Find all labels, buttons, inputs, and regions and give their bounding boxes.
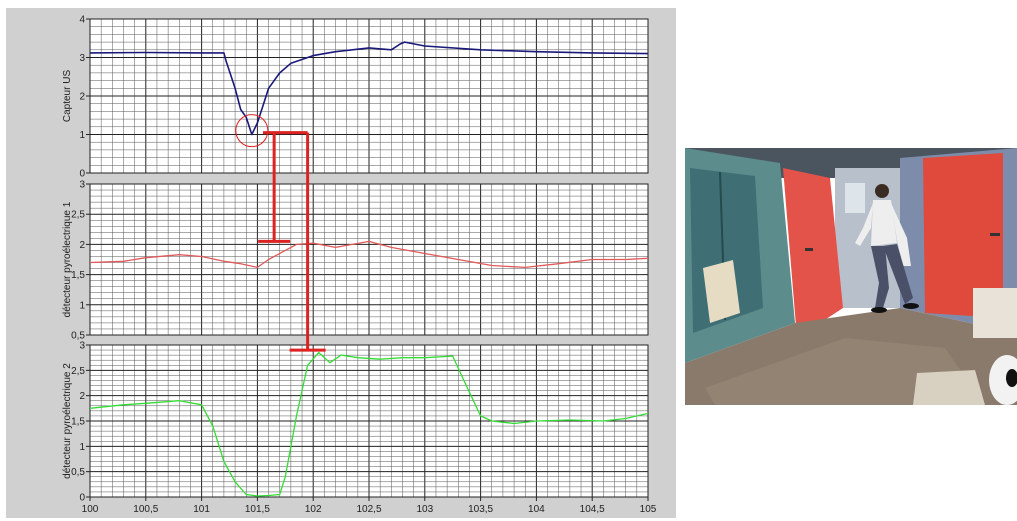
- plot-border: [89, 183, 649, 336]
- y-tick-label: 1,5: [71, 417, 85, 428]
- y-tick-label: 1: [79, 442, 85, 453]
- y-tick-label: 3: [79, 341, 85, 352]
- y-tick-label: 0: [79, 493, 85, 504]
- x-tick-label: 102,5: [356, 504, 381, 515]
- x-tick-label: 103,5: [468, 504, 493, 515]
- chart-panel: 0 1 2 3 4 Capteur US 0,5 1 1,5 2 2,5 3 détecteur pyr…: [6, 8, 676, 518]
- x-tick-label: 104: [528, 504, 545, 515]
- x-tick-label: 104,5: [580, 504, 605, 515]
- y-axis-label: détecteur pyroélectrique 1: [62, 201, 73, 317]
- y-tick-label: 3: [79, 180, 85, 191]
- series-line: [89, 351, 649, 497]
- series-line: [89, 41, 649, 136]
- annotation-circle: [235, 114, 269, 148]
- y-tick-label: 2,5: [71, 366, 85, 377]
- x-tick-label: 100: [82, 504, 99, 515]
- y-axis-label: détecteur pyroélectrique 2: [62, 363, 73, 479]
- grid-lines: [89, 18, 649, 174]
- y-tick-label: 0,5: [71, 467, 85, 478]
- y-tick-label: 2: [79, 240, 85, 251]
- y-tick-label: 0,5: [71, 331, 85, 342]
- y-tick-label: 2: [79, 391, 85, 402]
- y-tick-label: 1,5: [71, 270, 85, 281]
- chart-svg: 0 1 2 3 4 Capteur US 0,5 1 1,5 2 2,5 3 détecteur pyr…: [6, 8, 676, 518]
- x-tick-label: 101,5: [245, 504, 270, 515]
- y-tick-label: 2,5: [71, 210, 85, 221]
- photo-panel: [685, 148, 1017, 405]
- y-tick-label: 4: [79, 15, 85, 26]
- x-tick-label: 103: [416, 504, 433, 515]
- y-tick-label: 1: [79, 130, 85, 141]
- series-line: [89, 240, 649, 269]
- x-tick-label: 100,5: [133, 504, 158, 515]
- y-tick-label: 0: [79, 169, 85, 180]
- y-tick-label: 2: [79, 92, 85, 103]
- x-tick-label: 101: [193, 504, 210, 515]
- y-axis-label: Capteur US: [62, 70, 73, 123]
- y-tick-label: 3: [79, 53, 85, 64]
- x-tick-label: 102: [305, 504, 322, 515]
- y-tick-label: 1: [79, 300, 85, 311]
- corridor-photo-icon: [685, 148, 1017, 405]
- x-tick-label: 105: [640, 504, 657, 515]
